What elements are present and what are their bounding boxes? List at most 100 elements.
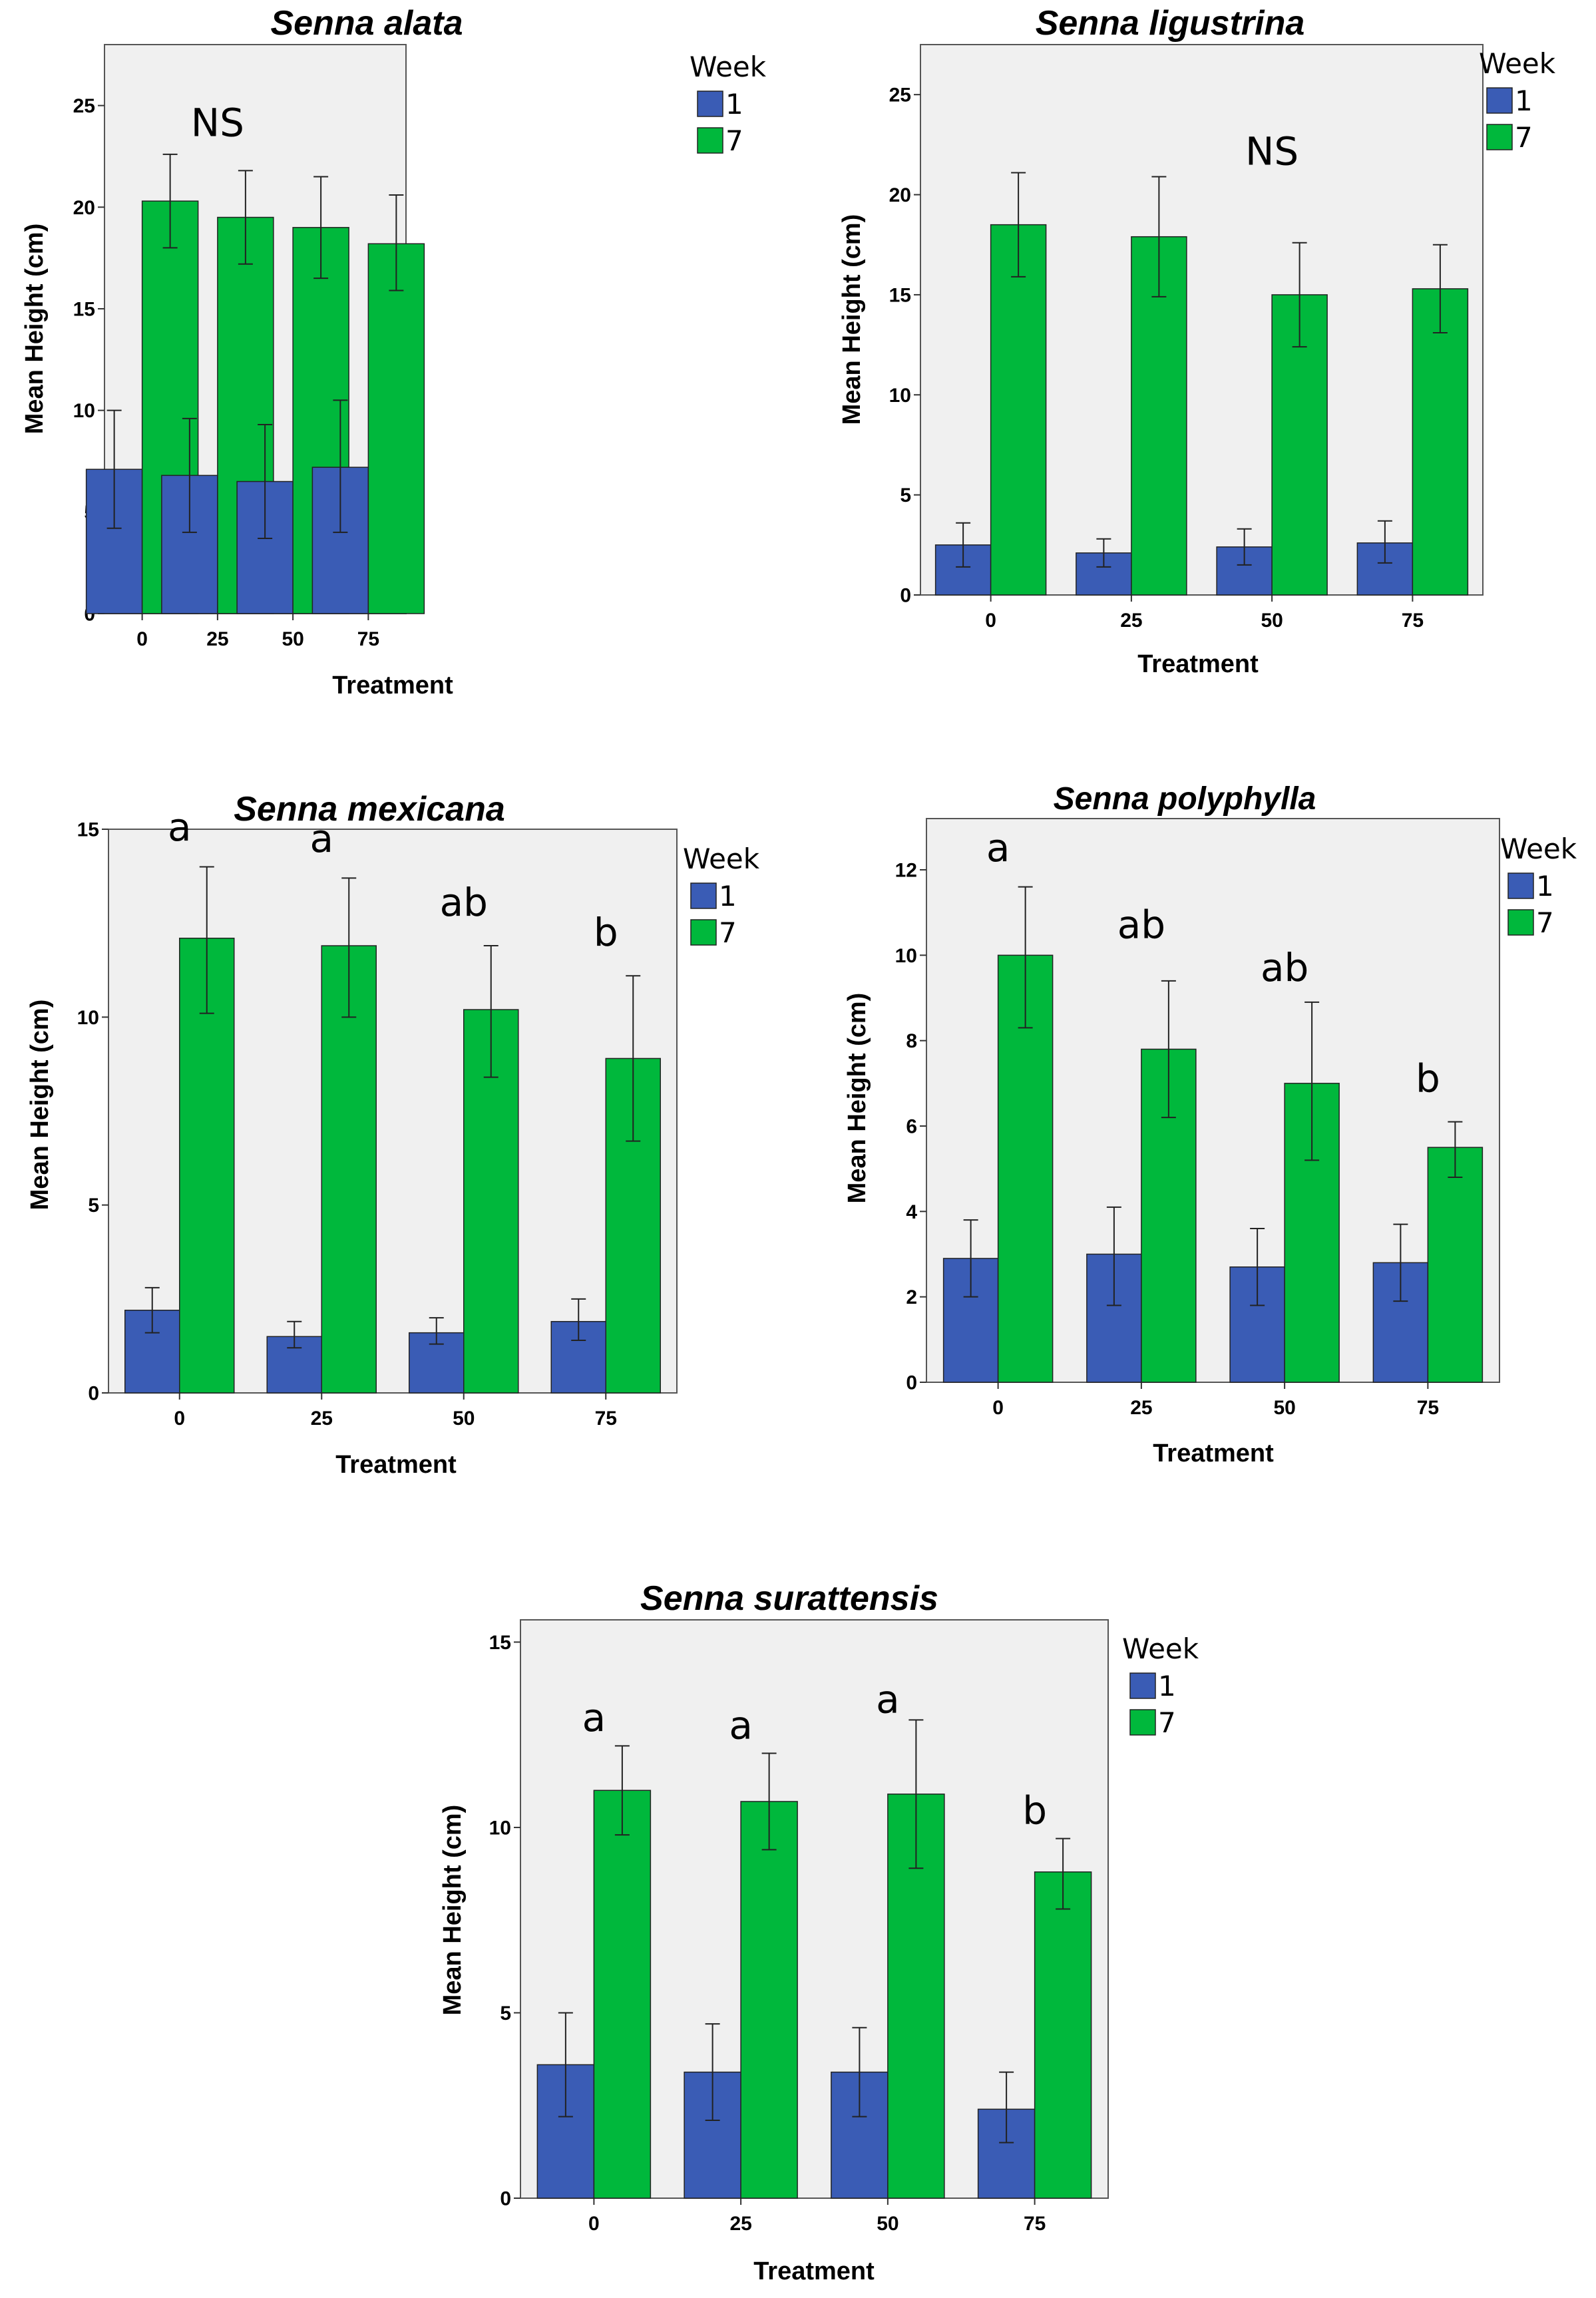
x-tick-label: 75 [1402,610,1424,632]
x-tick-label: 0 [985,610,996,632]
legend-label-week-7: 7 [725,124,743,157]
y-axis-label: Mean Height (cm) [838,214,866,425]
x-tick-label: 75 [1024,2213,1046,2235]
y-tick-label: 8 [906,1030,917,1052]
significance-label: b [1022,1788,1047,1833]
y-tick-label: 5 [88,1195,99,1217]
chart-title: Senna alata [270,4,463,43]
chart-title: Senna polyphylla [1054,781,1316,817]
legend-title: Week [683,843,760,875]
significance-label: NS [191,100,244,145]
y-tick-label: 25 [889,85,911,106]
legend-label-week-1: 1 [725,88,743,120]
chart-title: Senna surattensis [640,1579,938,1618]
legend-swatch-week-1 [1486,87,1513,114]
x-tick-label: 50 [1261,610,1283,632]
x-tick-label: 25 [311,1408,333,1430]
legend-swatch-week-1 [1129,1672,1156,1699]
bar-week-7-treatment-75 [1034,1871,1092,2199]
significance-label: b [1416,1056,1440,1101]
y-tick-label: 0 [88,1383,99,1405]
y-tick-label: 15 [489,1632,511,1654]
y-tick-label: 15 [889,284,911,306]
x-tick-label: 25 [729,2213,751,2235]
legend: Week 1 7 [1122,1632,1199,1739]
chart-senna-surattensis: 0 5 10 15 0 25 50 75 a a a b Senna surattensis Treatm… [439,1579,1199,2285]
y-tick-label: 10 [889,385,911,407]
significance-label: NS [1245,128,1298,174]
legend-label-week-1: 1 [1536,870,1554,902]
bar-week-7-treatment-75 [367,243,425,614]
x-tick-label: 75 [595,1408,617,1430]
legend-swatch-week-7 [1507,909,1534,936]
legend-title: Week [1479,47,1556,80]
y-tick-label: 0 [906,1372,917,1394]
significance-label: b [594,910,618,955]
chart-senna-ligustrina: 0 5 10 15 20 25 0 25 50 75 NS Senna ligustrina Treat… [838,4,1556,678]
legend-title: Week [1122,1632,1199,1665]
x-tick-label: 50 [1273,1397,1295,1419]
legend-label-week-1: 1 [719,880,737,912]
bar-week-7-treatment-75 [1427,1147,1484,1383]
legend-label-week-7: 7 [719,916,737,949]
significance-label: ab [440,880,488,925]
y-tick-label: 15 [77,819,99,841]
y-axis-label: Mean Height (cm) [26,1000,54,1211]
x-axis-label: Treatment [335,1451,457,1479]
legend-title: Week [1500,833,1577,865]
y-tick-label: 10 [895,945,917,967]
chart-title: Senna ligustrina [1036,4,1305,43]
y-tick-label: 10 [77,1007,99,1029]
legend-label-week-1: 1 [1515,85,1533,117]
y-axis-label: Mean Height (cm) [439,1805,467,2016]
bar-week-7-treatment-25 [321,945,377,1394]
legend-swatch-week-7 [1129,1709,1156,1736]
y-tick-label: 15 [73,298,95,320]
legend: Week 1 7 [690,51,767,157]
significance-label: ab [1117,902,1165,948]
x-tick-label: 0 [174,1408,185,1430]
x-axis-label: Treatment [753,2257,875,2285]
x-axis-label: Treatment [332,671,453,699]
legend-swatch-week-7 [697,127,723,154]
legend-label-week-7: 7 [1515,121,1533,154]
legend-label-week-7: 7 [1158,1706,1176,1739]
x-tick-label: 0 [136,628,148,650]
x-tick-label: 50 [282,628,303,650]
y-tick-label: 10 [489,1817,511,1839]
x-axis-label: Treatment [1153,1439,1274,1467]
significance-label: a [876,1676,900,1722]
bar-week-7-treatment-0 [990,224,1047,596]
bar-week-7-treatment-25 [740,1801,798,2199]
y-axis-label: Mean Height (cm) [21,224,49,435]
y-tick-label: 5 [500,2003,511,2024]
y-tick-label: 10 [73,400,95,422]
bar-week-7-treatment-0 [593,1790,652,2199]
legend-swatch-week-7 [690,919,717,946]
y-tick-label: 0 [900,585,911,607]
legend-swatch-week-7 [1486,124,1513,150]
y-tick-label: 2 [906,1286,917,1308]
legend-swatch-week-1 [697,91,723,117]
chart-senna-polyphylla: 0 2 4 6 8 10 12 0 25 50 75 a ab ab b Senna polyphylla Tr… [843,781,1577,1467]
legend: Week 1 7 [1479,47,1556,154]
x-tick-label: 0 [588,2213,600,2235]
legend-label-week-7: 7 [1536,906,1554,939]
y-tick-label: 5 [900,484,911,506]
x-tick-label: 0 [992,1397,1004,1419]
y-tick-label: 6 [906,1116,917,1138]
significance-label: a [309,816,333,861]
significance-label: a [168,805,192,850]
legend-title: Week [690,51,767,83]
legend: Week 1 7 [683,843,760,949]
y-axis-label: Mean Height (cm) [843,993,871,1204]
chart-senna-mexicana: 0 5 10 15 0 25 50 75 a a ab b Senna mexicana Treatmen… [26,790,760,1479]
y-tick-label: 0 [500,2188,511,2210]
x-tick-label: 50 [877,2213,898,2235]
significance-label: ab [1261,945,1308,990]
y-tick-label: 20 [889,184,911,206]
chart-title: Senna mexicana [234,790,505,829]
significance-label: a [729,1702,753,1748]
